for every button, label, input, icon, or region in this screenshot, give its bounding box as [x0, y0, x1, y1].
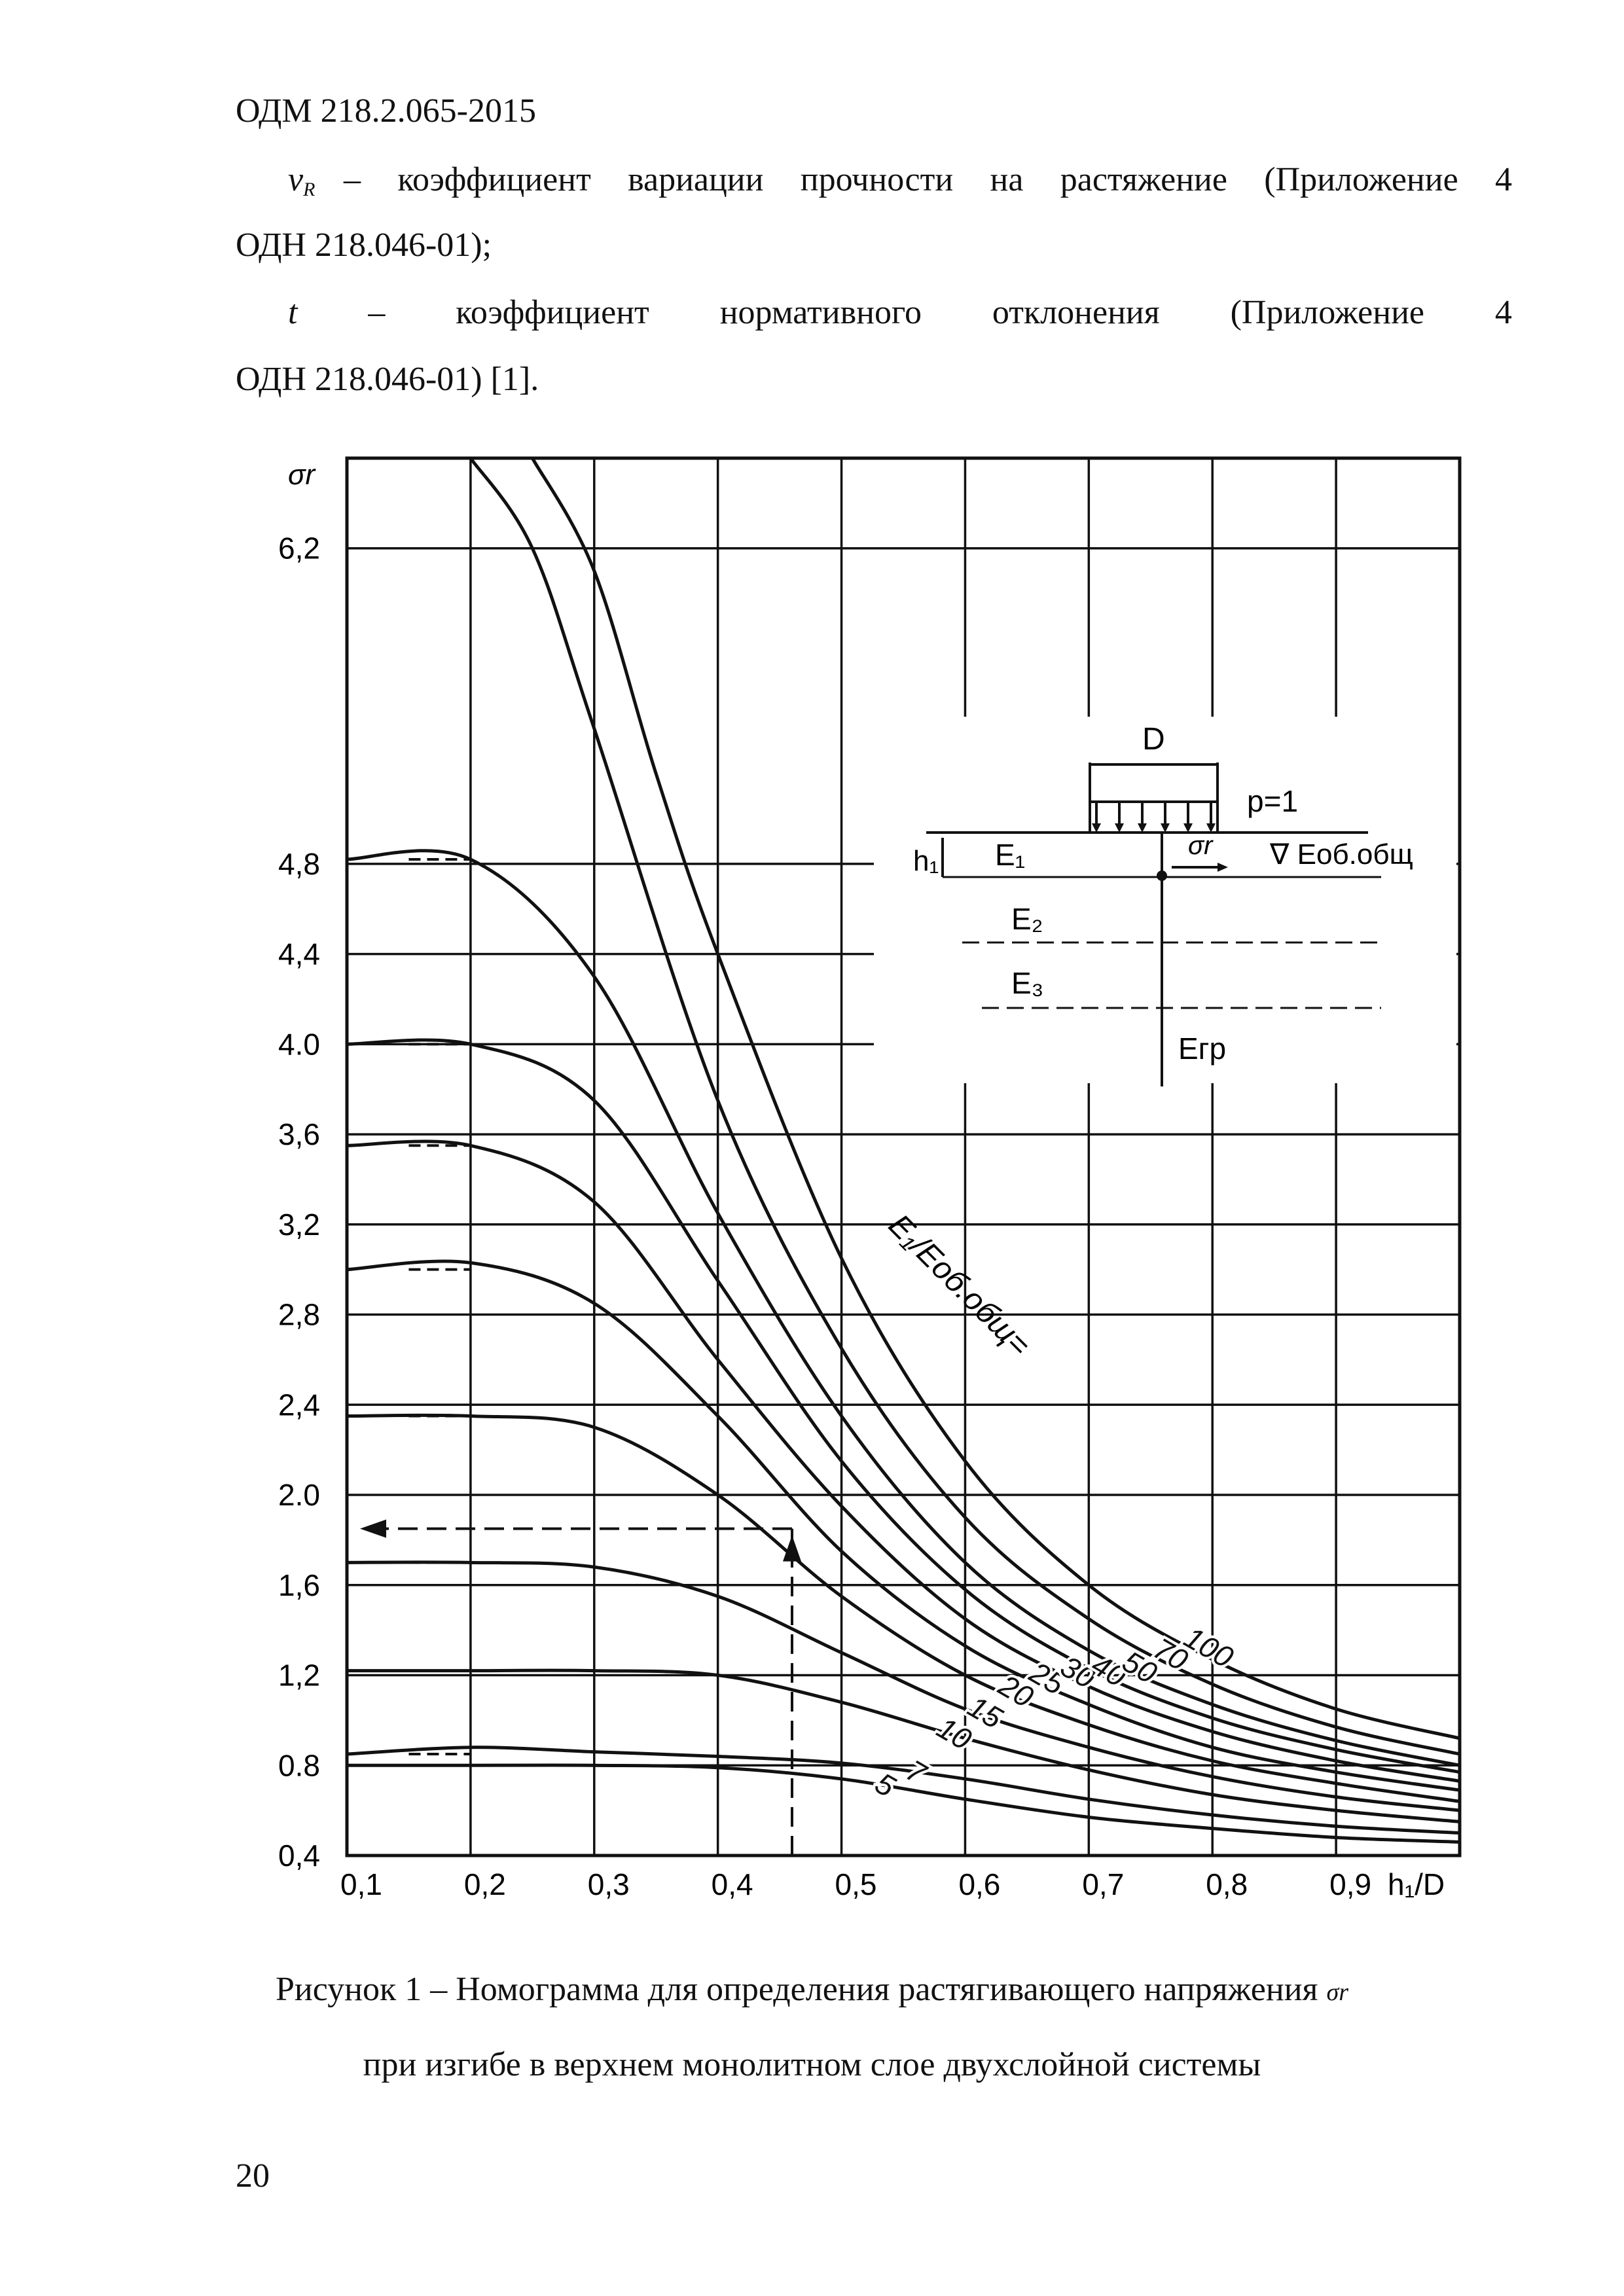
y-tick-label: 0.8 [278, 1748, 320, 1782]
inset-background [874, 717, 1456, 1083]
curve-30 [346, 1139, 1460, 1783]
curve-7 [346, 1746, 1460, 1835]
y-tick-label: 6,2 [278, 531, 320, 565]
curve-25 [346, 1259, 1460, 1792]
sigma-arrowhead [1218, 863, 1228, 872]
y-tick-label: 2,4 [278, 1388, 320, 1422]
vr-symbol: ν [288, 161, 304, 198]
page-number: 20 [236, 2157, 270, 2195]
t-word-3: отклонения [992, 294, 1160, 331]
inset-p-label: p=1 [1247, 784, 1298, 818]
curve-10 [347, 1668, 1460, 1823]
figure-caption-line1: Рисунок 1 – Номограмма для определения р… [0, 1970, 1624, 2012]
load-arrowhead [1183, 823, 1193, 833]
curve-family-label: E₁/Eоб.общ= [882, 1208, 1037, 1363]
t-symbol: t [288, 294, 298, 331]
y-tick-label: 4.0 [278, 1027, 320, 1061]
t-word-5: 4 [1494, 294, 1512, 331]
definition-vr: νR [288, 160, 315, 209]
y-tick-label: 1,2 [278, 1659, 320, 1693]
chart-tick-labels: 0,4 0.8 1,2 1,6 2.0 2,4 2,8 3,2 3,6 4.0 4,4 4,8 6,2 0… [278, 531, 1371, 1901]
inset-d-label: D [1142, 722, 1165, 757]
curve-70 [469, 457, 1460, 1756]
definition-t: t – коэффициент нормативного отклонения … [236, 293, 1512, 332]
inset-diagram: Dp=1 h₁ E₁ E₂ E₃ Eгр σr ∇ Eоб.общ [874, 717, 1456, 1086]
curve-40 [346, 1038, 1460, 1774]
y-axis-label: σr [288, 459, 317, 491]
curve-100 [531, 457, 1460, 1740]
curve-50 [346, 849, 1460, 1767]
y-tick-label: 4,8 [278, 847, 320, 881]
x-tick-label: 0,1 [340, 1867, 382, 1901]
inset-layer-e1: E₁ [995, 838, 1025, 872]
load-arrowhead [1092, 823, 1101, 833]
caption-text: Рисунок 1 – Номограмма для определения р… [276, 1971, 1318, 2008]
x-tick-label: 0,2 [464, 1867, 506, 1901]
example-arrowhead-left [360, 1519, 386, 1538]
y-tick-label: 3,6 [278, 1117, 320, 1151]
y-tick-label: 1,6 [278, 1568, 320, 1602]
x-tick-label: 0,6 [958, 1867, 1000, 1901]
x-tick-label: 0,7 [1082, 1867, 1124, 1901]
y-tick-label: 4,4 [278, 937, 320, 971]
vr-line2: ОДН 218.046-01); [236, 226, 492, 264]
inset-sigma-label: σr [1188, 831, 1214, 860]
load-arrowhead [1161, 823, 1170, 833]
chart-curves [346, 457, 1460, 1844]
inset-layer-e2: E₂ [1011, 902, 1043, 936]
vr-line1: – коэффициент вариации прочности на раст… [344, 161, 1512, 198]
y-tick-label: 3,2 [278, 1208, 320, 1242]
y-tick-label: 0,4 [278, 1839, 320, 1873]
load-arrowhead [1115, 823, 1124, 833]
point-marker [1157, 870, 1167, 881]
load-arrowhead [1206, 823, 1216, 833]
curve-15 [346, 1560, 1460, 1812]
t-word-1: коэффициент [456, 294, 649, 331]
inset-e-general: ∇ Eоб.общ [1269, 838, 1413, 870]
figure-caption-line2: при изгибе в верхнем монолитном слое дву… [363, 2046, 1261, 2083]
vr-subscript: R [303, 179, 316, 200]
curve-5 [346, 1763, 1460, 1844]
t-word-0: – [368, 294, 386, 331]
x-tick-label: 0,3 [588, 1867, 630, 1901]
y-tick-label: 2.0 [278, 1478, 320, 1512]
inset-layer-egr: Eгр [1178, 1031, 1226, 1066]
x-tick-label: 0,4 [712, 1867, 753, 1901]
x-tick-label: 0,5 [835, 1867, 877, 1901]
t-line2: ОДН 218.046-01) [1]. [236, 361, 539, 398]
example-arrowhead-up [783, 1535, 801, 1562]
load-arrowhead [1138, 823, 1147, 833]
x-axis-label: h₁/D [1388, 1867, 1445, 1901]
x-tick-label: 0,8 [1206, 1867, 1248, 1901]
example-path [360, 1519, 801, 1856]
x-tick-label: 0,9 [1329, 1867, 1371, 1901]
doc-code: ОДМ 218.2.065-2015 [236, 92, 536, 130]
inset-h1-label: h₁ [913, 845, 939, 877]
curve-20 [346, 1413, 1460, 1803]
caption-sigma: σr [1326, 1979, 1348, 2006]
y-tick-label: 2,8 [278, 1298, 320, 1332]
inset-layer-e3: E₃ [1011, 966, 1043, 1000]
t-word-4: (Приложение [1230, 294, 1424, 331]
t-word-2: нормативного [719, 294, 922, 331]
